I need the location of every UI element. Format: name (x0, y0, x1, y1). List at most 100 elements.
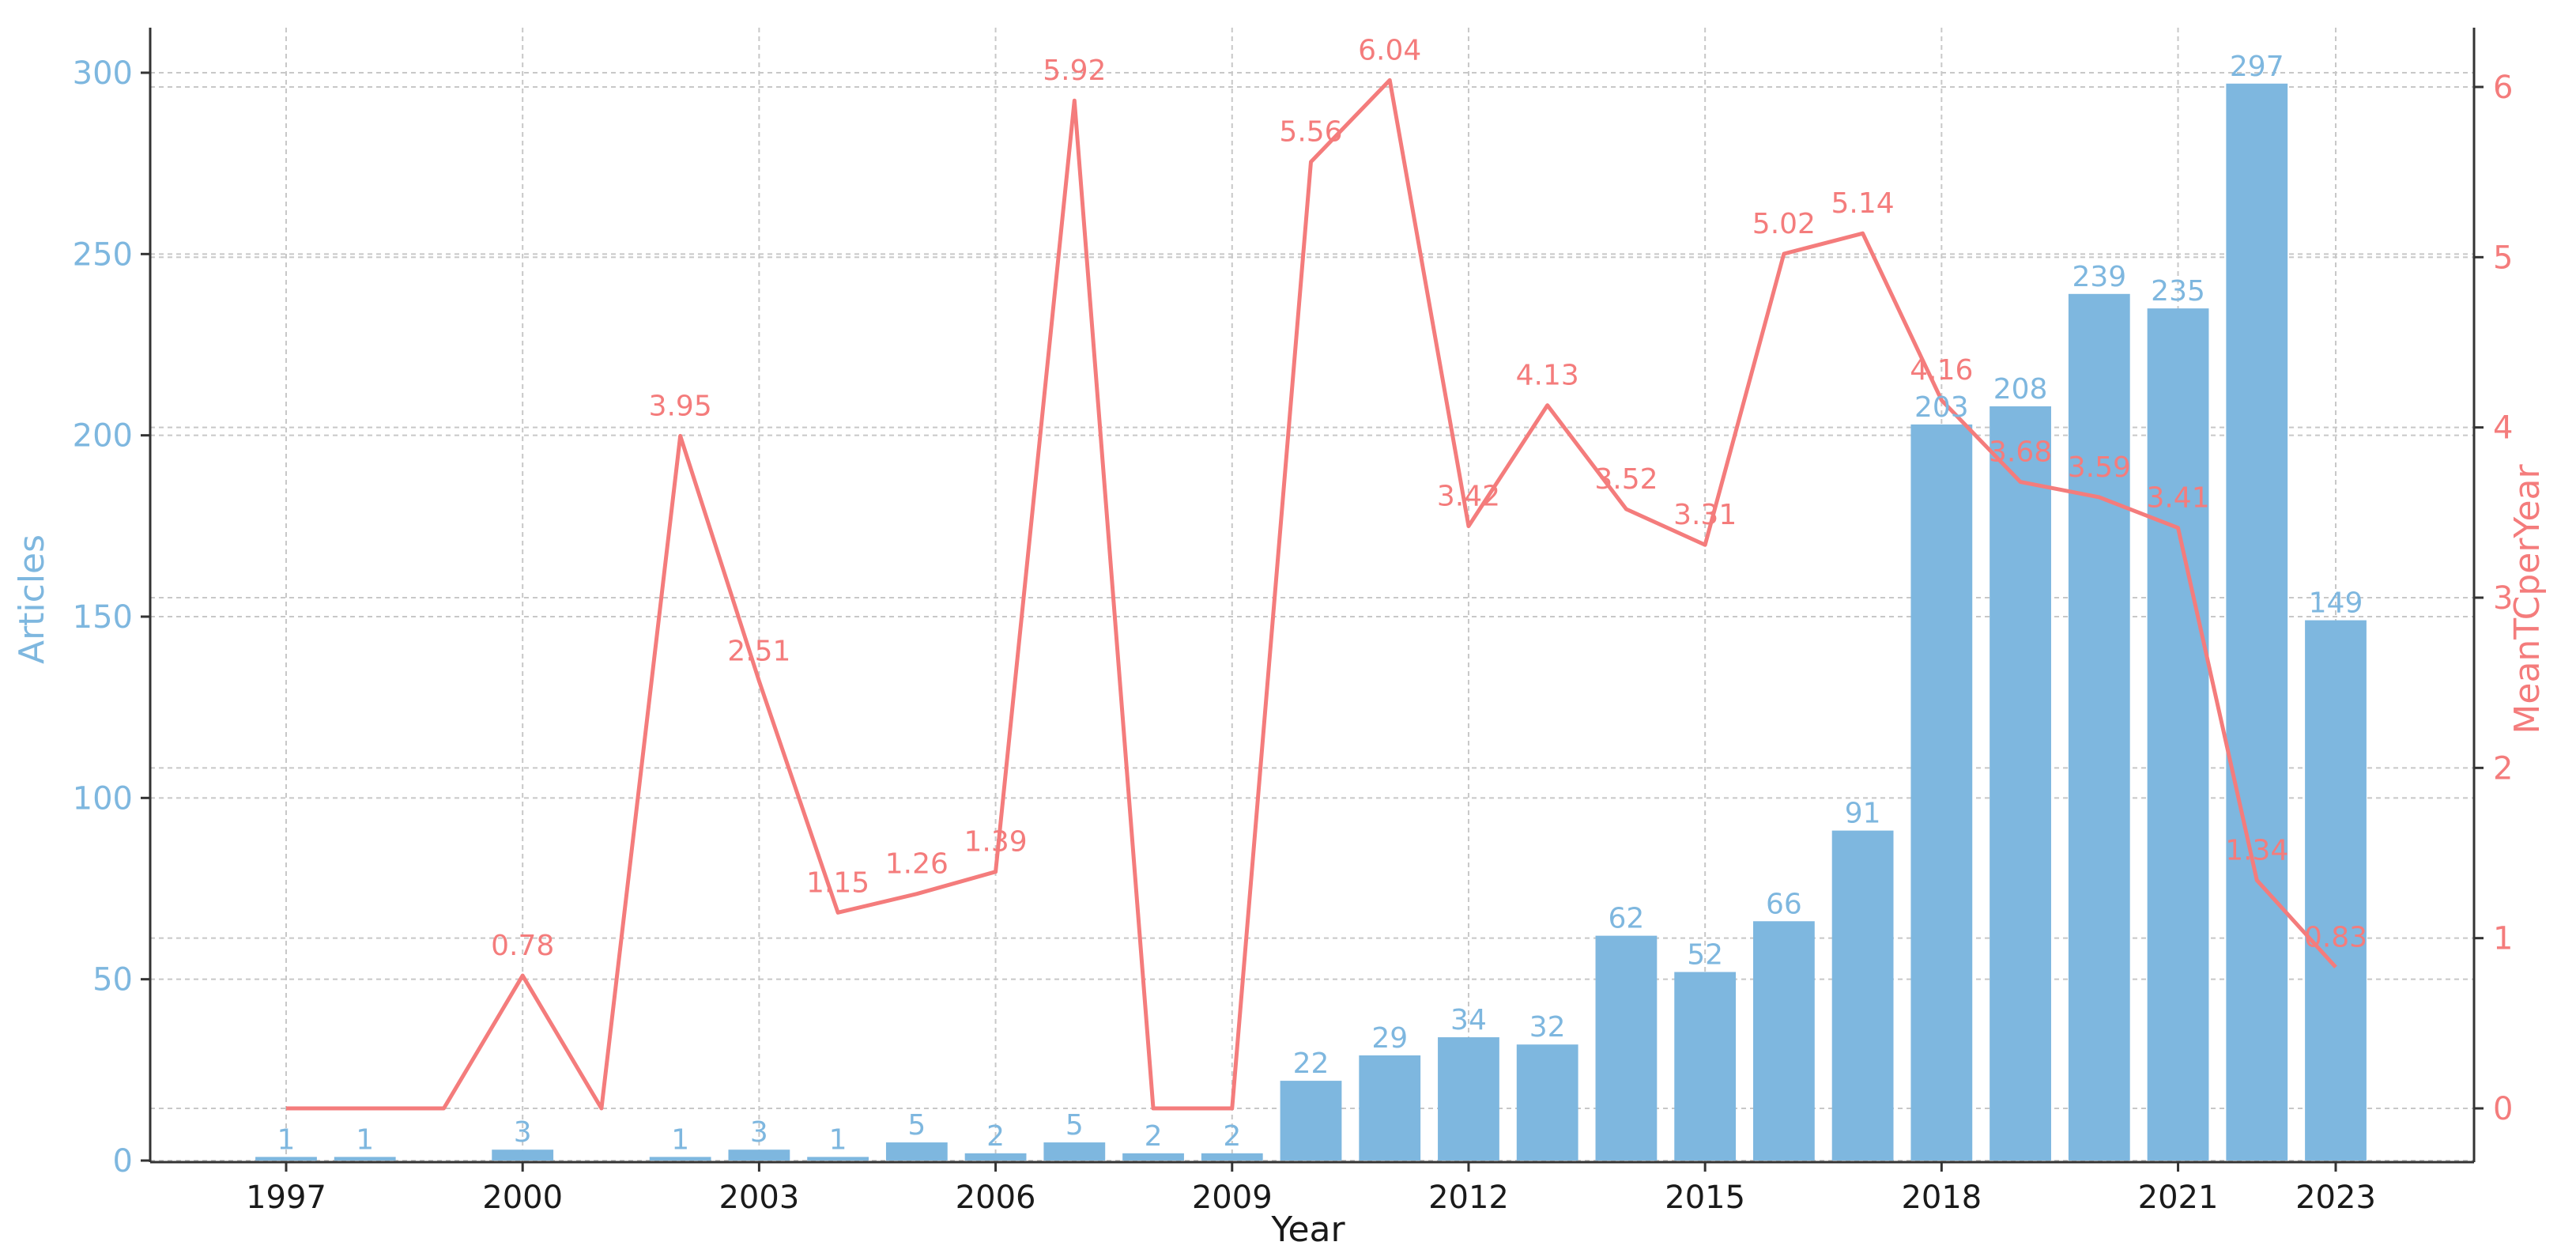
y-tick-right-3: 3 (2493, 580, 2513, 617)
bar-label-2010: 22 (1293, 1048, 1329, 1080)
bar-2011 (1359, 1055, 1421, 1161)
y-tick-left-250: 250 (73, 236, 133, 273)
bar-label-2015: 52 (1687, 938, 1723, 971)
line-label-2010: 5.56 (1279, 116, 1342, 149)
y-tick-right-2: 2 (2493, 750, 2513, 787)
line-label-2015: 3.31 (1673, 499, 1737, 531)
line-label-2017: 5.14 (1831, 187, 1895, 220)
y-tick-right-5: 5 (2493, 240, 2513, 276)
y-axis-right-title: MeanTCperYear (2507, 464, 2548, 734)
x-tick-1997: 1997 (246, 1180, 326, 1216)
bar-2021 (2147, 308, 2209, 1161)
bar-label-2005: 5 (907, 1109, 926, 1142)
bar-2006 (964, 1153, 1027, 1161)
bar-label-2009: 2 (1223, 1120, 1241, 1153)
bar-label-2002: 1 (671, 1123, 689, 1156)
articles-bars (255, 83, 2367, 1161)
line-label-2019: 3.68 (1989, 436, 2052, 469)
line-label-2020: 3.59 (2068, 451, 2131, 484)
bar-2019 (1990, 406, 2051, 1161)
bar-2022 (2226, 83, 2288, 1161)
y-tick-left-0: 0 (113, 1143, 133, 1180)
bar-2008 (1122, 1153, 1184, 1161)
bar-2020 (2068, 293, 2130, 1161)
bar-2014 (1595, 935, 1658, 1161)
bar-1998 (334, 1157, 396, 1161)
axes: 0 50 100 150 200 250 300 0 1 2 34 5 6 1997 2000 2003 200… (73, 28, 2513, 1216)
y-tick-left-50: 50 (92, 962, 133, 998)
bar-2007 (1043, 1142, 1106, 1161)
x-tick-2018: 2018 (1901, 1180, 1982, 1216)
bar-2023 (2305, 620, 2367, 1161)
bar-label-2000: 3 (514, 1116, 532, 1149)
bar-label-2011: 29 (1371, 1022, 1408, 1055)
x-tick-2009: 2009 (1192, 1180, 1273, 1216)
line-label-2000: 0.78 (491, 930, 554, 962)
y-tick-left-100: 100 (73, 780, 133, 817)
line-label-2011: 6.04 (1358, 34, 1421, 66)
line-label-2021: 3.41 (2146, 482, 2209, 515)
y-tick-left-200: 200 (73, 418, 133, 455)
bar-2012 (1438, 1037, 1499, 1161)
bar-label-2016: 66 (1766, 888, 1802, 920)
bar-label-2023: 149 (2309, 587, 2363, 620)
bar-2004 (807, 1157, 869, 1161)
x-tick-2015: 2015 (1665, 1180, 1745, 1216)
bar-1997 (255, 1157, 317, 1161)
bar-label-2006: 2 (986, 1120, 1005, 1153)
bar-label-1998: 1 (356, 1123, 374, 1156)
bar-2017 (1831, 830, 1894, 1161)
bar-label-2020: 239 (2072, 261, 2126, 293)
line-label-2018: 4.16 (1910, 354, 1973, 387)
bar-2010 (1280, 1081, 1342, 1161)
bar-label-2022: 297 (2230, 51, 2284, 83)
x-tick-2023: 2023 (2295, 1180, 2376, 1216)
mean-tc-line (286, 77, 2337, 1111)
line-label-2022: 1.34 (2225, 834, 2288, 866)
line-label-2006: 1.39 (964, 826, 1027, 859)
line-label-2016: 5.02 (1752, 208, 1816, 240)
line-label-2013: 4.13 (1516, 360, 1579, 392)
bar-label-2007: 5 (1065, 1109, 1084, 1142)
y-tick-left-300: 300 (73, 55, 133, 92)
bar-2009 (1201, 1153, 1263, 1161)
line-label-2004: 1.15 (806, 866, 869, 899)
line-label-2002: 3.95 (649, 390, 712, 422)
bar-2000 (492, 1149, 554, 1161)
x-axis-title: Year (1270, 1210, 1345, 1250)
line-label-2003: 2.51 (727, 636, 790, 668)
bar-label-2017: 91 (1845, 798, 1881, 830)
y-axis-left-title: Articles (12, 534, 52, 664)
bar-label-1997: 1 (277, 1123, 296, 1156)
bar-2005 (885, 1142, 948, 1161)
x-tick-2012: 2012 (1428, 1180, 1509, 1216)
x-tick-2000: 2000 (482, 1180, 563, 1216)
line-label-2005: 1.26 (885, 848, 949, 881)
bar-label-2013: 32 (1529, 1011, 1566, 1044)
bar-label-2012: 34 (1450, 1004, 1487, 1036)
y-tick-right-6: 6 (2493, 70, 2513, 106)
bar-2003 (728, 1149, 790, 1161)
bar-2002 (649, 1157, 711, 1161)
bar-label-2004: 1 (829, 1123, 847, 1156)
grid-lines (150, 28, 2474, 1162)
y-tick-right-0: 0 (2493, 1091, 2513, 1127)
y-tick-left-150: 150 (73, 599, 133, 636)
line-label-2012: 3.42 (1437, 481, 1500, 513)
bar-2018 (1910, 424, 1973, 1161)
line-label-2023: 0.83 (2304, 921, 2367, 953)
bar-label-2018: 203 (1914, 391, 1969, 424)
x-tick-2021: 2021 (2138, 1180, 2219, 1216)
line-label-2014: 3.52 (1594, 463, 1658, 496)
bar-2015 (1674, 972, 1737, 1161)
bar-2016 (1752, 921, 1815, 1161)
bar-label-2014: 62 (1609, 903, 1645, 935)
mean-tc-polyline (286, 77, 2337, 1111)
bar-label-2003: 3 (750, 1116, 768, 1149)
x-tick-2006: 2006 (956, 1180, 1036, 1216)
y-tick-right-1: 1 (2493, 921, 2513, 957)
bar-label-2008: 2 (1145, 1120, 1163, 1153)
x-tick-2003: 2003 (718, 1180, 799, 1216)
